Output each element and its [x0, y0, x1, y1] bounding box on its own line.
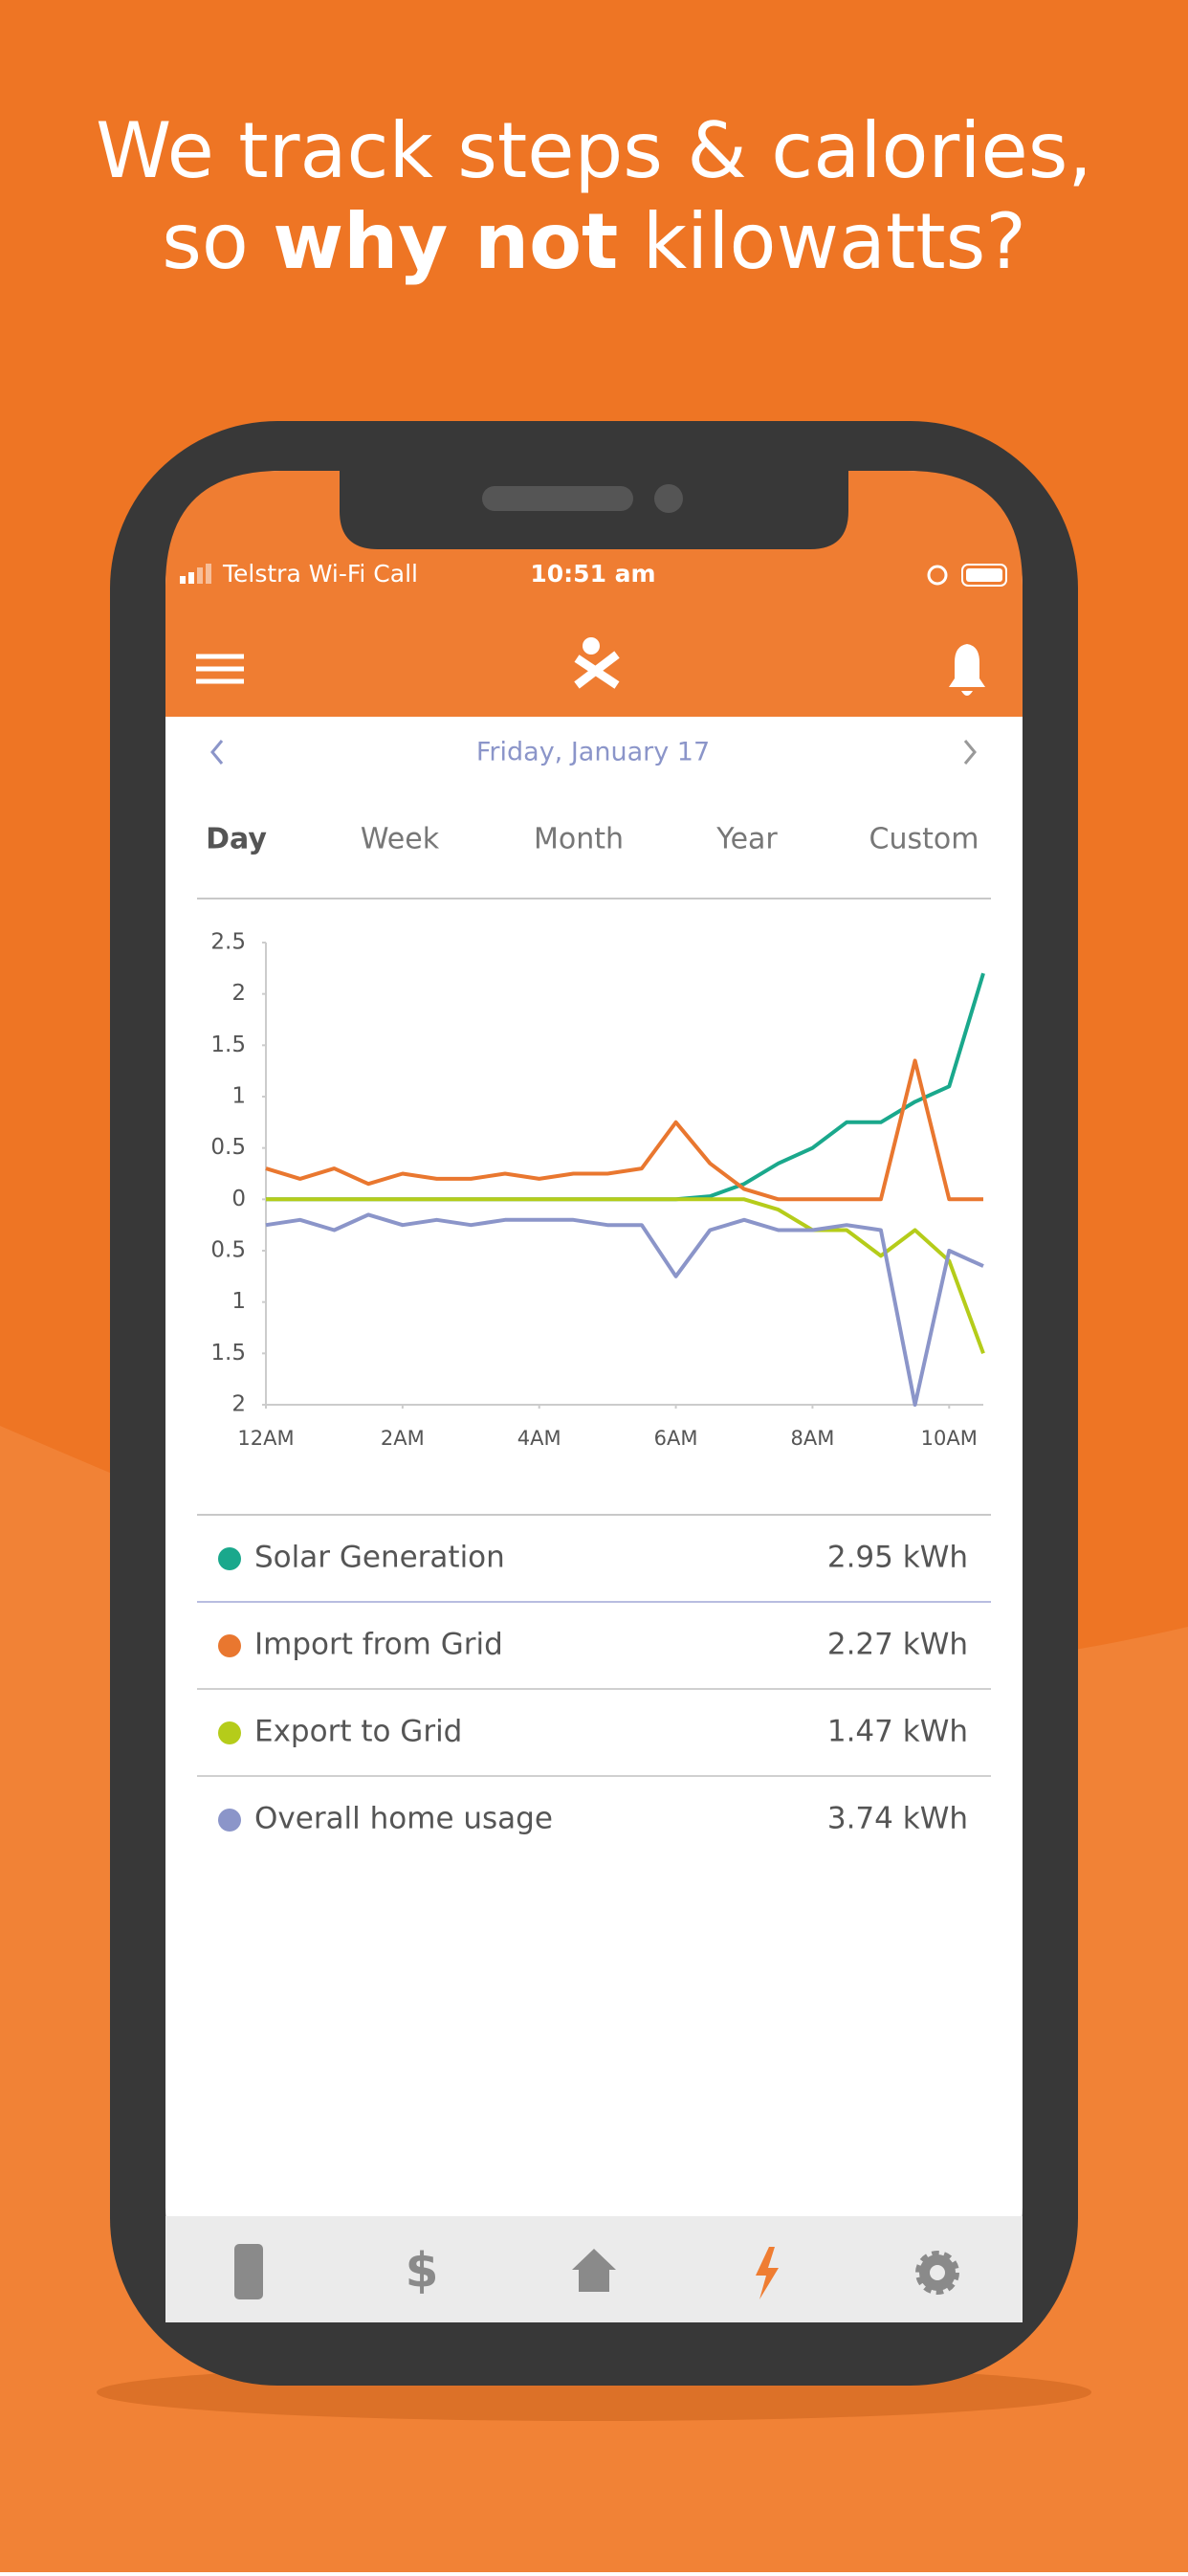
legend-total: 1.47 kWh [827, 1715, 968, 1749]
period-tab[interactable]: Week [361, 823, 440, 856]
notifications[interactable] [949, 644, 985, 696]
camera [654, 484, 683, 513]
nav-energy[interactable] [756, 2247, 779, 2299]
x-tick-label: 8AM [790, 1427, 834, 1450]
battery-level [966, 568, 1002, 582]
rotation-lock [927, 565, 948, 586]
series-line [266, 1197, 985, 1354]
phone-screen [165, 471, 1023, 2322]
legend-dot [218, 1634, 241, 1657]
series-line [265, 1058, 983, 1202]
legend-total: 3.74 kWh [827, 1802, 968, 1836]
legend-total: 2.27 kWh [827, 1628, 968, 1662]
clock: 10:51 am [530, 560, 655, 588]
y-tick-label: 1 [231, 1084, 246, 1109]
legend-name: Solar Generation [254, 1541, 505, 1575]
period-tab[interactable]: Year [715, 823, 778, 856]
previous-day[interactable] [210, 740, 224, 765]
period-tab[interactable]: Custom [869, 823, 979, 856]
nav-home[interactable] [572, 2249, 616, 2292]
y-tick-label: 2.5 [210, 930, 246, 955]
headline-part: so [162, 197, 273, 286]
y-tick-label: 2 [231, 981, 246, 1006]
period-tab[interactable]: Day [206, 823, 267, 856]
y-tick-label: 2 [231, 1392, 246, 1417]
speaker [482, 486, 633, 511]
headline: We track steps & calories, [96, 106, 1092, 195]
legend-dot [218, 1721, 241, 1744]
y-tick-label: 1 [231, 1289, 246, 1314]
y-tick-label: 0.5 [210, 1238, 246, 1263]
next-day[interactable] [963, 740, 977, 765]
headline: so why not kilowatts? [162, 197, 1026, 286]
menu-button[interactable] [196, 654, 244, 684]
date-label: Friday, January 17 [476, 738, 710, 767]
legend-name: Overall home usage [254, 1802, 553, 1836]
battery [961, 564, 1007, 587]
x-tick-label: 2AM [381, 1427, 425, 1450]
nav-settings[interactable] [915, 2251, 959, 2295]
series-line [265, 1212, 984, 1407]
legend-total: 2.95 kWh [827, 1541, 968, 1575]
nav-costs[interactable]: $ [406, 2243, 439, 2298]
x-tick-label: 10AM [921, 1427, 978, 1450]
legend-dot [218, 1547, 241, 1570]
legend-name: Export to Grid [254, 1715, 462, 1749]
headline-part: kilowatts? [618, 197, 1025, 286]
signal [180, 564, 211, 584]
carrier: Telstra Wi-Fi Call [222, 560, 418, 588]
x-tick-label: 6AM [654, 1427, 698, 1450]
period-tab[interactable]: Month [534, 823, 624, 856]
x-tick-label: 4AM [517, 1427, 561, 1450]
y-tick-label: 1.5 [210, 1341, 246, 1366]
x-tick-label: 12AM [237, 1427, 294, 1450]
app-logo [574, 637, 620, 689]
headline-bold: why not [273, 197, 618, 286]
legend-name: Import from Grid [254, 1628, 503, 1662]
y-tick-label: 0.5 [210, 1135, 246, 1160]
y-tick-label: 0 [231, 1187, 246, 1211]
y-tick-label: 1.5 [210, 1033, 246, 1057]
legend-dot [218, 1809, 241, 1832]
nav-devices[interactable] [234, 2244, 263, 2299]
